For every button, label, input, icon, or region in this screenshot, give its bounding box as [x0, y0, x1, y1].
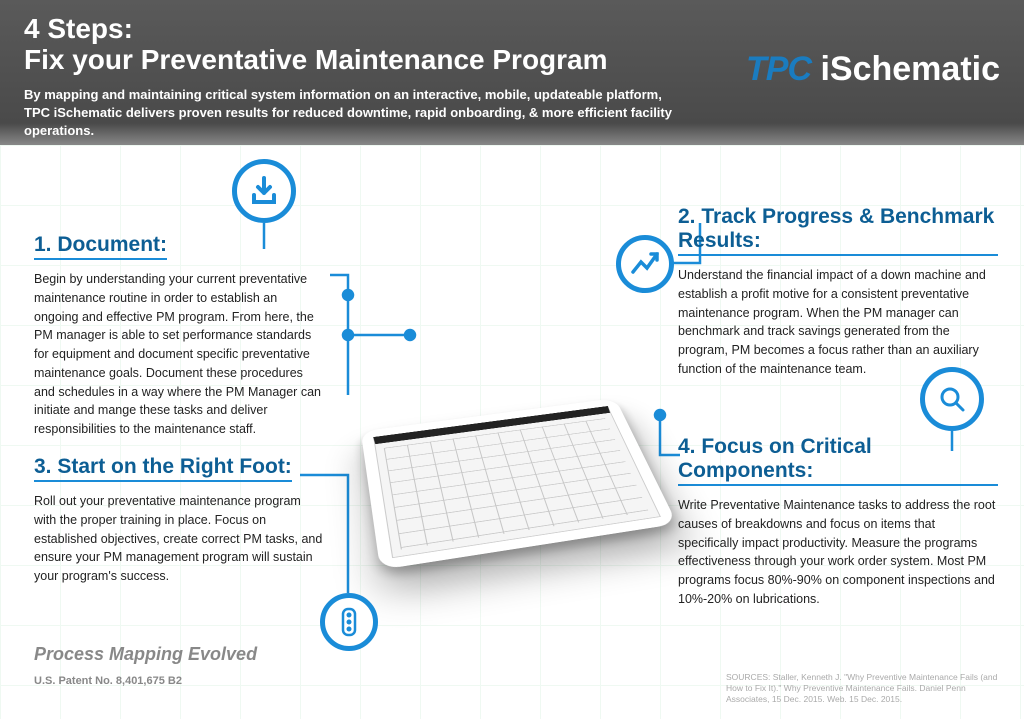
step-1-title: 1. Document:	[34, 233, 167, 260]
magnifier-icon	[920, 367, 984, 431]
step-2-title: 2. Track Progress & Benchmark Results:	[678, 205, 998, 256]
brand-name: iSchematic	[811, 50, 1000, 88]
title-line1: 4 Steps:	[24, 13, 133, 44]
download-icon	[232, 159, 296, 223]
content-area: 1. Document: Begin by understanding your…	[0, 145, 1024, 719]
step-3-body: Roll out your preventative maintenance p…	[34, 492, 324, 586]
page-subtitle: By mapping and maintaining critical syst…	[24, 86, 744, 141]
subtitle-line1: By mapping and maintaining critical syst…	[24, 87, 662, 102]
header-banner: 4 Steps: Fix your Preventative Maintenan…	[0, 0, 1024, 145]
traffic-light-icon	[320, 593, 378, 651]
step-1: 1. Document: Begin by understanding your…	[34, 233, 324, 439]
step-4-body: Write Preventative Maintenance tasks to …	[678, 496, 998, 609]
step-4: 4. Focus on Critical Components: Write P…	[678, 435, 998, 609]
step-2-body: Understand the financial impact of a dow…	[678, 266, 998, 379]
brand-logo: TPC iSchematic	[746, 50, 1000, 89]
step-4-title: 4. Focus on Critical Components:	[678, 435, 998, 486]
step-3: 3. Start on the Right Foot: Roll out you…	[34, 455, 324, 586]
step-1-body: Begin by understanding your current prev…	[34, 270, 324, 439]
title-line2: Fix your Preventative Maintenance Progra…	[24, 44, 608, 75]
chart-icon	[616, 235, 674, 293]
step-3-title: 3. Start on the Right Foot:	[34, 455, 292, 482]
subtitle-line2: TPC iSchematic delivers proven results f…	[24, 105, 672, 138]
step-2: 2. Track Progress & Benchmark Results: U…	[678, 205, 998, 379]
brand-prefix: TPC	[746, 50, 811, 88]
